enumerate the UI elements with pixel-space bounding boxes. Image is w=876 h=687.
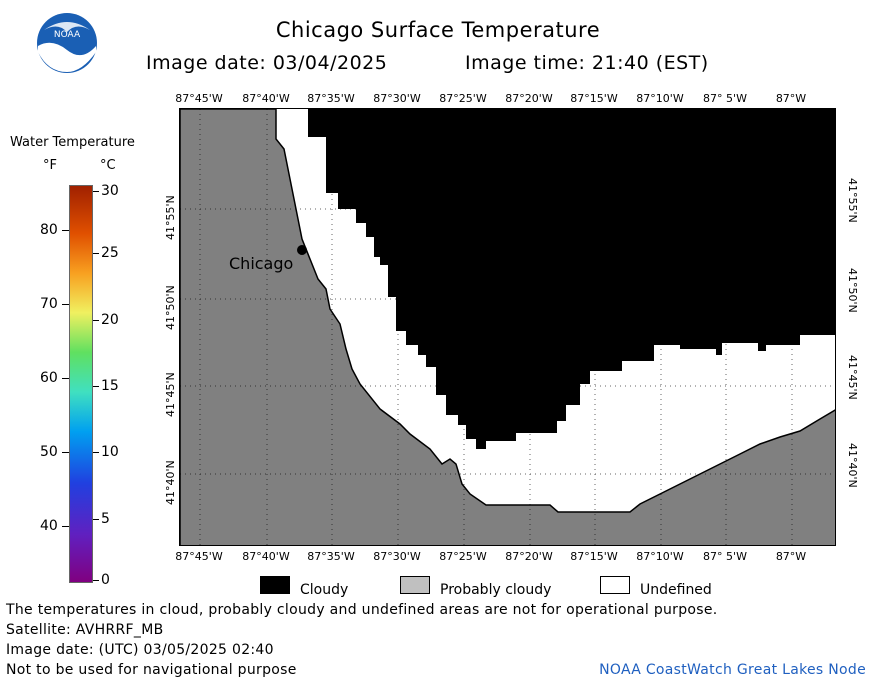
lon-tick-bottom: 87°20'W — [505, 550, 553, 563]
colorbar-c-unit: °C — [100, 158, 116, 173]
colorbar-f-tick: 60 — [40, 370, 58, 386]
legend-swatch-undefined — [600, 576, 630, 594]
colorbar-c-tick-mark — [93, 580, 99, 581]
lat-tick-left: 41°50'N — [164, 285, 177, 330]
land-area — [180, 109, 835, 545]
colorbar-f-tick-mark — [62, 526, 69, 527]
colorbar-f-tick: 50 — [40, 444, 58, 460]
credit-text: NOAA CoastWatch Great Lakes Node — [599, 662, 866, 678]
lon-tick-top: 87°10'W — [636, 92, 684, 105]
colorbar-c-tick: 5 — [101, 511, 110, 527]
lon-tick-bottom: 87° 5'W — [703, 550, 747, 563]
colorbar-f-tick-mark — [62, 378, 69, 379]
lon-tick-top: 87°25'W — [439, 92, 487, 105]
legend-swatch-cloudy — [260, 576, 290, 594]
lon-tick-bottom: 87°35'W — [307, 550, 355, 563]
image-date-label: Image date: 03/04/2025 — [146, 52, 388, 74]
lat-tick-right: 41°40'N — [846, 443, 859, 488]
colorbar-f-tick-mark — [62, 230, 69, 231]
map-canvas — [180, 109, 835, 545]
lon-tick-bottom: 87°W — [775, 550, 807, 563]
colorbar-f-unit: °F — [43, 158, 57, 173]
colorbar-c-tick: 25 — [101, 245, 119, 261]
chicago-marker — [297, 245, 307, 255]
legend-label-probably-cloudy: Probably cloudy — [440, 582, 552, 598]
colorbar-c-tick-mark — [93, 452, 99, 453]
colorbar-c-tick: 20 — [101, 312, 119, 328]
lon-tick-bottom: 87°15'W — [570, 550, 618, 563]
lat-tick-left: 41°45'N — [164, 372, 177, 417]
lat-tick-right: 41°45'N — [846, 355, 859, 400]
legend-label-undefined: Undefined — [640, 582, 712, 598]
lon-tick-bottom: 87°45'W — [175, 550, 223, 563]
lon-tick-bottom: 87°30'W — [373, 550, 421, 563]
colorbar-f-tick: 40 — [40, 518, 58, 534]
colorbar-c-tick: 15 — [101, 378, 119, 394]
page-title: Chicago Surface Temperature — [275, 18, 601, 42]
navigation-note: Not to be used for navigational purpose — [6, 662, 297, 678]
colorbar — [69, 185, 93, 583]
satellite-text: Satellite: AVHRRF_MB — [6, 622, 164, 638]
lon-tick-top: 87°15'W — [570, 92, 618, 105]
map-frame — [179, 108, 836, 546]
lon-tick-bottom: 87°40'W — [242, 550, 290, 563]
lon-tick-top: 87°40'W — [242, 92, 290, 105]
lat-tick-left: 41°55'N — [164, 195, 177, 240]
colorbar-title: Water Temperature — [10, 135, 135, 150]
lat-tick-left: 41°40'N — [164, 460, 177, 505]
lon-tick-top: 87°W — [775, 92, 807, 105]
colorbar-f-tick: 80 — [40, 222, 58, 238]
lat-tick-right: 41°55'N — [846, 178, 859, 223]
lon-tick-bottom: 87°10'W — [636, 550, 684, 563]
lat-tick-right: 41°50'N — [846, 268, 859, 313]
lon-tick-top: 87°20'W — [505, 92, 553, 105]
cloud-area — [308, 109, 835, 449]
colorbar-c-tick-mark — [93, 386, 99, 387]
colorbar-c-tick: 10 — [101, 444, 119, 460]
utc-date-text: Image date: (UTC) 03/05/2025 02:40 — [6, 642, 274, 658]
disclaimer-text: The temperatures in cloud, probably clou… — [6, 602, 718, 618]
logo-text: NOAA — [54, 30, 81, 40]
image-time-label: Image time: 21:40 (EST) — [465, 52, 709, 74]
colorbar-c-tick-mark — [93, 253, 99, 254]
lon-tick-top: 87°30'W — [373, 92, 421, 105]
noaa-logo: NOAA — [36, 12, 98, 74]
colorbar-c-tick-mark — [93, 519, 99, 520]
colorbar-f-tick-mark — [62, 452, 69, 453]
colorbar-c-tick: 30 — [101, 183, 119, 199]
colorbar-c-tick: 0 — [101, 572, 110, 588]
lon-tick-top: 87° 5'W — [703, 92, 747, 105]
legend-swatch-probably-cloudy — [400, 576, 430, 594]
colorbar-c-tick-mark — [93, 320, 99, 321]
lon-tick-top: 87°35'W — [307, 92, 355, 105]
colorbar-c-tick-mark — [93, 191, 99, 192]
colorbar-f-tick: 70 — [40, 296, 58, 312]
city-label-chicago: Chicago — [229, 254, 294, 273]
lon-tick-top: 87°45'W — [175, 92, 223, 105]
colorbar-f-tick-mark — [62, 304, 69, 305]
lon-tick-bottom: 87°25'W — [439, 550, 487, 563]
legend-label-cloudy: Cloudy — [300, 582, 349, 598]
